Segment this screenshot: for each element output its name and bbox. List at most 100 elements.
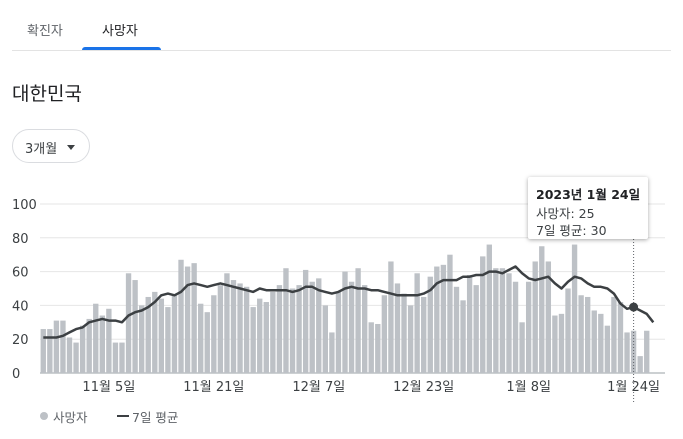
bar [237, 283, 243, 373]
bar [119, 342, 125, 373]
bar [250, 307, 256, 373]
bar [552, 315, 558, 373]
y-tick-label: 40 [12, 299, 29, 314]
bar [145, 296, 151, 373]
bar [276, 285, 283, 373]
x-tick-label: 1월 8일 [506, 380, 551, 395]
bar [112, 342, 119, 373]
bar [486, 244, 492, 373]
bar [361, 285, 368, 373]
bar [466, 274, 473, 373]
bar [558, 313, 565, 373]
y-tick-label: 100 [12, 198, 37, 213]
bar [230, 280, 237, 373]
bar [519, 322, 525, 373]
bar [283, 268, 289, 373]
bar [73, 342, 79, 373]
bar [289, 288, 296, 373]
bar [302, 269, 309, 373]
bar [375, 323, 381, 373]
y-tick-label: 60 [12, 266, 29, 281]
bar [414, 273, 420, 373]
bar [585, 296, 591, 373]
bar [93, 303, 99, 373]
bar [125, 273, 132, 373]
bar [329, 332, 335, 373]
bar [342, 271, 348, 373]
x-tick-label: 12월 7일 [292, 380, 345, 395]
bar [532, 261, 538, 373]
bar [224, 273, 230, 373]
bar [53, 320, 60, 373]
tab-divider [12, 50, 671, 51]
bar [644, 330, 650, 373]
x-tick-label: 1월 24일 [607, 380, 660, 395]
legend-bar-label: 사망자 [53, 410, 88, 425]
bar [493, 268, 499, 373]
bar [132, 280, 138, 373]
bar [611, 296, 617, 373]
bar [565, 288, 571, 373]
tooltip-date: 2023년 1월 24일 [536, 187, 641, 202]
bar [637, 356, 643, 373]
tooltip-average: 7일 평균: 30 [536, 223, 607, 238]
y-tick-label: 20 [12, 333, 29, 348]
tooltip-deaths: 사망자: 25 [536, 206, 595, 221]
bar [257, 298, 263, 373]
legend-bar-swatch [40, 412, 48, 420]
average-line [43, 265, 655, 339]
bar [447, 254, 453, 373]
bar [158, 298, 165, 373]
bar [86, 318, 92, 373]
tab-deaths[interactable]: 사망자 [102, 24, 138, 39]
bar [591, 310, 597, 373]
bar [138, 305, 145, 373]
bar [355, 268, 361, 373]
bar [204, 312, 210, 373]
bar [434, 266, 440, 373]
bar [270, 291, 276, 373]
bar [453, 286, 460, 373]
bar [421, 296, 427, 373]
bar [525, 281, 532, 373]
bar [440, 264, 447, 373]
bar [407, 305, 414, 373]
bar [499, 268, 506, 373]
bar [217, 285, 224, 373]
bar [171, 295, 178, 373]
hover-point [629, 302, 639, 312]
bar [401, 293, 407, 373]
bar [545, 261, 552, 373]
bar [106, 308, 112, 373]
bar [624, 332, 630, 373]
legend-line-label: 7일 평균 [132, 410, 179, 425]
tab-confirmed-cases[interactable]: 확진자 [27, 24, 63, 39]
region-title: 대한민국 [12, 83, 82, 105]
bar [296, 285, 302, 373]
bar [66, 337, 73, 373]
bar [184, 266, 191, 373]
bar [60, 320, 66, 373]
y-tick-label: 80 [12, 232, 29, 247]
bar [539, 246, 545, 373]
active-tab-indicator [82, 47, 161, 50]
bar [427, 276, 433, 373]
tab-bar: 확진자 사망자 [0, 0, 683, 52]
bar [198, 303, 204, 373]
bar [381, 295, 388, 373]
bar [178, 259, 184, 373]
bar [47, 329, 53, 373]
bar [322, 305, 329, 373]
x-tick-label: 11월 21일 [183, 380, 244, 395]
bar [348, 281, 355, 373]
bar [506, 273, 512, 373]
bar [263, 302, 269, 373]
period-dropdown[interactable]: 3개월 [12, 129, 90, 163]
bar [309, 281, 315, 373]
bar [578, 295, 584, 373]
bar [388, 261, 394, 373]
bar [368, 322, 374, 373]
bar [40, 329, 46, 373]
bar [211, 295, 217, 373]
